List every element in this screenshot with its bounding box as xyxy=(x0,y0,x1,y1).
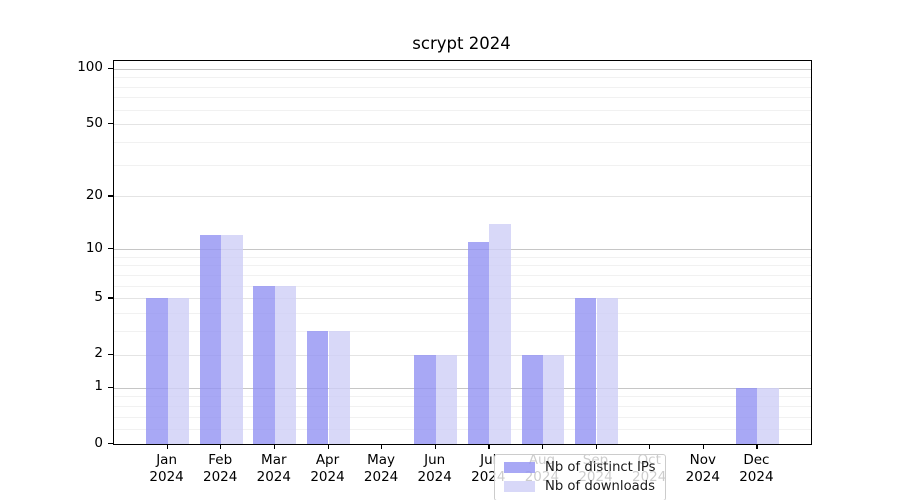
bar-downloads-feb xyxy=(221,235,243,444)
bar-ips-aug xyxy=(521,354,543,444)
minor-gridline xyxy=(114,86,811,88)
x-tick xyxy=(756,444,758,449)
minor-gridline xyxy=(114,97,811,99)
bar-downloads-aug xyxy=(542,354,565,444)
bar-ips-apr xyxy=(307,331,329,444)
x-tick xyxy=(273,444,276,449)
x-tick xyxy=(166,444,168,449)
chart-title: scrypt 2024 xyxy=(412,34,511,53)
bar-downloads-sep xyxy=(596,298,618,444)
x-tick-label: Nov 2024 xyxy=(685,452,720,485)
minor-gridline xyxy=(114,142,811,143)
x-tick-label: May 2024 xyxy=(363,452,399,485)
gridline xyxy=(114,354,811,356)
y-tick-label: 2 xyxy=(94,345,103,362)
minor-gridline xyxy=(114,331,811,333)
y-tick xyxy=(108,195,113,197)
legend-entry-downloads: Nb of downloads xyxy=(504,479,656,494)
minor-gridline xyxy=(114,429,811,431)
x-tick-label: Feb 2024 xyxy=(203,452,238,485)
y-tick xyxy=(108,123,113,125)
legend-label-downloads: Nb of downloads xyxy=(545,479,655,494)
y-tick-label: 50 xyxy=(85,114,103,131)
bar-ips-jun xyxy=(414,354,436,444)
legend-swatch-distinct-ips xyxy=(504,462,535,473)
y-tick-label: 1 xyxy=(94,378,103,395)
y-tick-label: 5 xyxy=(94,288,103,305)
bar-ips-feb xyxy=(199,235,222,444)
plot-area: Nb of distinct IPs Nb of downloads xyxy=(113,60,812,500)
bar-downloads-jul xyxy=(489,223,511,444)
bar-downloads-jan xyxy=(167,298,189,444)
y-tick-label: 20 xyxy=(85,186,103,203)
x-tick xyxy=(595,444,597,449)
bar-downloads-mar xyxy=(274,285,297,444)
y-tick xyxy=(108,248,113,250)
minor-gridline xyxy=(114,109,811,111)
x-tick xyxy=(434,444,436,449)
x-tick xyxy=(649,444,651,449)
gridline xyxy=(114,196,811,198)
gridline xyxy=(114,298,811,300)
gridline xyxy=(114,124,811,126)
y-tick xyxy=(108,353,113,355)
minor-gridline xyxy=(114,77,811,79)
bar-ips-jul xyxy=(467,241,490,444)
x-tick-label: Apr 2024 xyxy=(310,452,345,485)
y-tick xyxy=(108,443,113,445)
x-tick xyxy=(327,444,329,449)
minor-gridline xyxy=(114,416,811,418)
major-gridline xyxy=(114,387,811,389)
minor-gridline xyxy=(114,285,811,287)
bar-downloads-jun xyxy=(435,354,458,444)
y-tick xyxy=(108,386,113,388)
bar-downloads-apr xyxy=(328,331,350,444)
minor-gridline xyxy=(114,265,811,267)
major-gridline xyxy=(114,249,811,250)
minor-gridline xyxy=(114,405,811,407)
bar-ips-sep xyxy=(575,298,597,444)
x-tick xyxy=(488,444,490,449)
x-tick xyxy=(220,444,222,449)
bar-ips-mar xyxy=(253,285,275,444)
y-tick-label: 100 xyxy=(77,59,103,76)
x-tick xyxy=(541,444,544,449)
y-tick-label: 10 xyxy=(85,239,103,256)
minor-gridline xyxy=(114,274,811,276)
x-tick xyxy=(702,444,705,449)
minor-gridline xyxy=(114,313,811,315)
y-tick xyxy=(108,297,113,299)
bar-downloads-dec xyxy=(757,387,779,444)
minor-gridline xyxy=(114,164,811,166)
x-tick-label: Jan 2024 xyxy=(149,452,184,485)
legend: Nb of distinct IPs Nb of downloads xyxy=(494,454,666,500)
minor-gridline xyxy=(114,256,811,258)
bar-ips-jan xyxy=(146,298,168,444)
y-tick xyxy=(108,67,113,69)
minor-gridline xyxy=(114,396,811,398)
bar-ips-dec xyxy=(735,387,758,444)
x-tick-label: Jun 2024 xyxy=(417,452,452,485)
x-tick-label: Dec 2024 xyxy=(739,452,774,485)
legend-entry-distinct-ips: Nb of distinct IPs xyxy=(504,460,656,475)
major-gridline xyxy=(114,68,811,70)
legend-swatch-downloads xyxy=(504,481,535,492)
legend-label-distinct-ips: Nb of distinct IPs xyxy=(545,460,656,475)
y-tick-label: 0 xyxy=(94,434,103,451)
x-tick xyxy=(381,444,383,449)
x-tick-label: Mar 2024 xyxy=(256,452,291,485)
